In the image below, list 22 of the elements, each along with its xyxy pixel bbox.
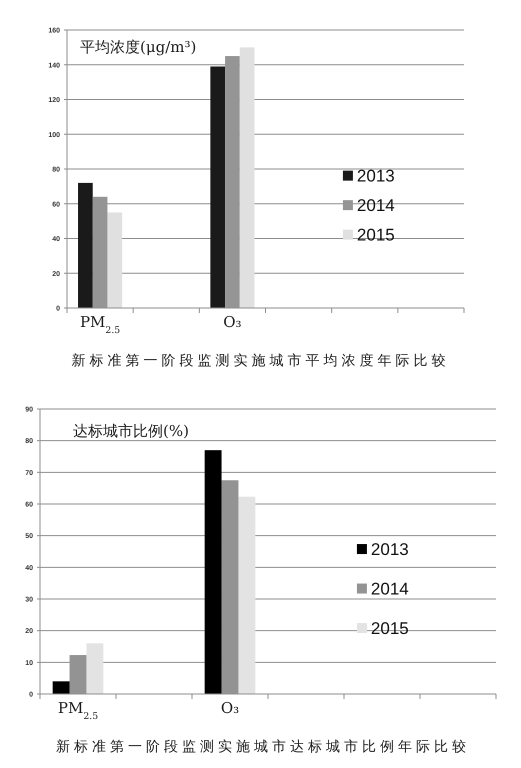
legend-label: 2014 <box>356 196 395 216</box>
x-tick-label: PM$_{2.5}$ <box>58 699 98 722</box>
bar <box>204 450 222 694</box>
x-tick-label: O₃ <box>223 313 242 331</box>
bar <box>210 66 226 308</box>
y-axis-title: 平均浓度(μg/m³) <box>80 38 196 56</box>
x-tick-label: PM$_{2.5}$ <box>80 313 120 336</box>
legend-label: 2014 <box>370 580 409 599</box>
legend-label: 2015 <box>356 226 395 245</box>
x-tick-label: O₃ <box>220 699 240 717</box>
bar <box>107 212 122 308</box>
bar <box>240 47 254 308</box>
legend-label: 2013 <box>370 540 409 560</box>
bar <box>52 681 70 694</box>
legend-label: 2015 <box>370 619 409 638</box>
text: 新标准第一阶段监测实施城市达标城市比例年际比较 <box>56 739 470 755</box>
bar <box>238 496 256 694</box>
bar <box>78 182 93 308</box>
text: 新标准第一阶段监测实施城市平均浓度年际比较 <box>72 353 450 369</box>
legend-label: 2013 <box>356 166 395 186</box>
y-axis-title: 达标城市比例(%) <box>73 422 189 440</box>
bar <box>86 643 104 694</box>
